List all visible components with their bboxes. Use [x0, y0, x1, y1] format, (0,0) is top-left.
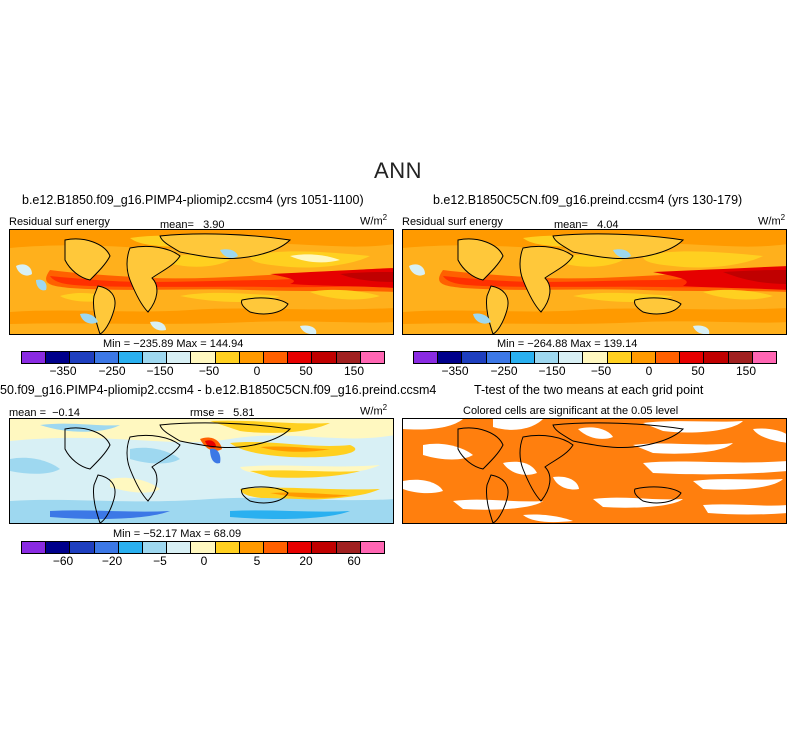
panel2-colorbar-cell — [510, 352, 536, 363]
panel2-variable-label: Residual surf energy — [402, 216, 503, 228]
panel2-tick-label: −50 — [590, 364, 612, 378]
panel1-minmax: Min = −235.89 Max = 144.94 — [103, 338, 244, 350]
panel1-colorbar-cell — [360, 352, 385, 363]
panel3-tick-label: −5 — [153, 554, 167, 568]
panel4-title: T-test of the two means at each grid poi… — [474, 383, 704, 397]
panel2-colorbar-cell — [607, 352, 632, 363]
panel3-colorbar-cell — [215, 542, 240, 553]
panel4-map — [402, 418, 787, 524]
panel2-colorbar-cell — [535, 352, 560, 363]
panel3-field — [10, 419, 393, 523]
panel1-colorbar-cell — [239, 352, 265, 363]
panel3-colorbar-cell — [288, 542, 313, 553]
panel1-variable-label: Residual surf energy — [9, 216, 110, 228]
panel2-colorbar — [413, 351, 777, 364]
panel2-colorbar-cell — [631, 352, 657, 363]
panel3-colorbar-cell — [22, 542, 47, 553]
panel1-map — [9, 229, 394, 335]
panel3-colorbar — [21, 541, 385, 554]
panel1-colorbar-cell — [336, 352, 361, 363]
panel2-mean-label: mean= 4.04 — [554, 219, 619, 231]
panel3-colorbar-cell — [239, 542, 265, 553]
panel1-tick-label: −150 — [146, 364, 174, 378]
panel1-colorbar-cell — [264, 352, 289, 363]
panel2-colorbar-cell — [728, 352, 753, 363]
panel3-tick-label: 0 — [200, 554, 208, 568]
panel1-tick-label: −350 — [49, 364, 77, 378]
panel2-tick-label: 50 — [691, 364, 705, 378]
panel2-tick-label: 0 — [645, 364, 653, 378]
panel2-units: W/m2 — [758, 213, 786, 228]
panel1-title: b.e12.B1850.f09_g16.PIMP4-pliomip2.ccsm4… — [22, 193, 364, 207]
panel3-colorbar-cell — [336, 542, 361, 553]
panel1-tick-label: −50 — [198, 364, 220, 378]
panel1-colorbar-cell — [143, 352, 168, 363]
panel2-tick-label: −250 — [490, 364, 518, 378]
panel3-units: W/m2 — [360, 403, 388, 418]
panel3-colorbar-cell — [167, 542, 192, 553]
panel2-colorbar-cell — [704, 352, 729, 363]
panel1-tick-label: 150 — [343, 364, 365, 378]
panel2-tick-label: 150 — [735, 364, 757, 378]
panel2-colorbar-cell — [414, 352, 439, 363]
panel4-subtitle: Colored cells are significant at the 0.0… — [463, 405, 679, 417]
panel2-map — [402, 229, 787, 335]
panel3-colorbar-cell — [264, 542, 289, 553]
figure-title: ANN — [374, 158, 422, 183]
panel2-minmax: Min = −264.88 Max = 139.14 — [497, 338, 638, 350]
panel1-tick-label: 50 — [299, 364, 313, 378]
panel2-colorbar-cell — [462, 352, 487, 363]
panel2-field — [403, 230, 786, 334]
panel1-tick-label: 0 — [253, 364, 261, 378]
panel3-colorbar-cell — [143, 542, 168, 553]
panel1-colorbar-cell — [312, 352, 337, 363]
panel3-tick-label: −20 — [101, 554, 123, 568]
panel3-colorbar-cell — [70, 542, 95, 553]
panel2-colorbar-cell — [752, 352, 777, 363]
panel3-map — [9, 418, 394, 524]
panel2-title: b.e12.B1850C5CN.f09_g16.preind.ccsm4 (yr… — [433, 193, 743, 207]
panel1-colorbar-cell — [70, 352, 95, 363]
panel2-colorbar-cell — [583, 352, 608, 363]
panel3-rmse-label: rmse = 5.81 — [190, 407, 255, 419]
panel1-colorbar-cell — [288, 352, 313, 363]
panel2-colorbar-cell — [656, 352, 681, 363]
panel2-tick-label: −150 — [538, 364, 566, 378]
panel1-colorbar-cell — [46, 352, 71, 363]
panel3-colorbar-cell — [191, 542, 216, 553]
panel1-mean-label: mean= 3.90 — [160, 219, 225, 231]
panel3-tick-label: 60 — [347, 554, 361, 568]
panel3-tick-label: 5 — [253, 554, 261, 568]
panel1-colorbar-cell — [191, 352, 216, 363]
panel1-colorbar-cell — [22, 352, 47, 363]
panel1-field — [10, 230, 393, 334]
panel3-colorbar-cell — [94, 542, 119, 553]
panel3-colorbar-cell — [46, 542, 71, 553]
panel1-colorbar-cell — [167, 352, 192, 363]
panel2-colorbar-cell — [486, 352, 511, 363]
panel3-mean-label: mean = −0.14 — [9, 407, 80, 419]
panel2-colorbar-cell — [438, 352, 463, 363]
panel2-tick-label: −350 — [441, 364, 469, 378]
panel4-field — [403, 419, 786, 523]
panel3-tick-label: 20 — [299, 554, 313, 568]
panel1-colorbar-cell — [94, 352, 119, 363]
panel3-title: 50.f09_g16.PIMP4-pliomip2.ccsm4 - b.e12.… — [0, 383, 437, 397]
panel2-colorbar-cell — [559, 352, 584, 363]
panel1-tick-label: −250 — [98, 364, 126, 378]
panel3-colorbar-cell — [312, 542, 337, 553]
panel1-units: W/m2 — [360, 213, 388, 228]
panel2-colorbar-cell — [680, 352, 705, 363]
panel1-colorbar-cell — [118, 352, 144, 363]
panel3-colorbar-cell — [360, 542, 385, 553]
panel3-minmax: Min = −52.17 Max = 68.09 — [113, 528, 242, 540]
panel1-colorbar-cell — [215, 352, 240, 363]
panel1-colorbar — [21, 351, 385, 364]
panel3-tick-label: −60 — [52, 554, 74, 568]
panel3-colorbar-cell — [118, 542, 144, 553]
